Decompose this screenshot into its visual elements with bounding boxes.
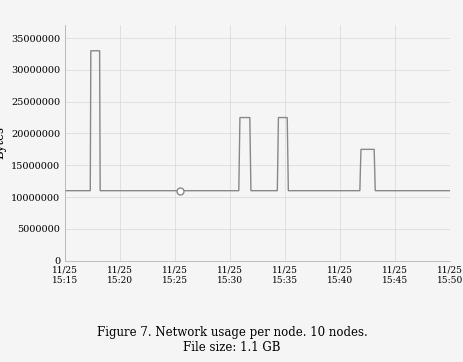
Text: Figure 7. Network usage per node. 10 nodes.
File size: 1.1 GB: Figure 7. Network usage per node. 10 nod… [96,326,367,354]
Y-axis label: Bytes: Bytes [0,126,7,160]
